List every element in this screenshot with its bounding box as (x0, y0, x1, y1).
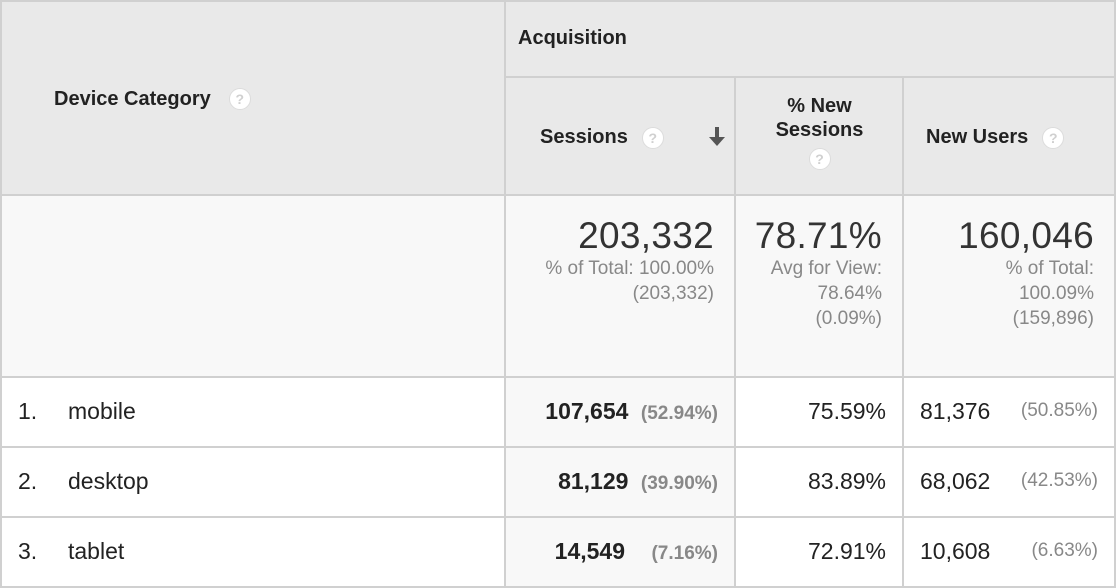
divider (0, 586, 1116, 588)
sessions-percent: (39.90%) (640, 473, 718, 494)
pct-new-sessions-value: 83.89% (807, 468, 886, 494)
pct-new-sessions-label-line2: Sessions (775, 119, 864, 141)
pct-new-sessions-value: 75.59% (807, 398, 886, 424)
device-category-header[interactable]: Device Category ? (54, 84, 251, 114)
pct-new-sessions-total-line2: 78.64% (817, 283, 882, 304)
totals-row (0, 195, 1116, 377)
divider (734, 76, 736, 588)
sessions-header[interactable]: Sessions ? (506, 78, 735, 195)
new-users-value: 10,608 (920, 538, 991, 564)
sessions-value: 14,549 (554, 538, 626, 564)
device-link[interactable]: desktop (68, 468, 149, 494)
divider (506, 76, 1116, 78)
pct-new-sessions-total-line3: (0.09%) (815, 308, 882, 329)
sessions-label: Sessions (540, 126, 628, 148)
sessions-total-value: 203,332 (578, 215, 714, 256)
sessions-cell: 107,654 (52.94%) (506, 398, 718, 425)
divider (0, 376, 1116, 378)
table-row: 1. mobile 107,654 (52.94%) 75.59% 81,376… (0, 378, 1116, 446)
device-link[interactable]: mobile (68, 398, 136, 424)
new-users-label: New Users (926, 126, 1029, 148)
new-users-value: 68,062 (920, 468, 991, 494)
pct-new-sessions-total-line1: Avg for View: (770, 258, 882, 279)
sessions-column-shade (506, 377, 735, 588)
sessions-percent: (7.16%) (651, 543, 718, 564)
new-users-percent: (6.63%) (1031, 540, 1098, 561)
divider (0, 0, 2, 588)
help-icon[interactable]: ? (808, 148, 831, 170)
divider (504, 0, 506, 588)
row-index: 3. (18, 538, 38, 564)
sessions-total-line2: (203,332) (632, 283, 714, 304)
new-users-total-line3: (159,896) (1012, 308, 1094, 329)
divider (902, 76, 904, 588)
new-users-total: 160,046 % of Total: 100.09% (159,896) (904, 216, 1094, 331)
help-icon[interactable]: ? (228, 88, 251, 110)
device-category-label: Device Category (54, 87, 211, 110)
new-users-total-line2: 100.09% (1018, 283, 1094, 304)
pct-new-sessions-value: 72.91% (807, 538, 886, 564)
row-index: 1. (18, 398, 38, 424)
divider (0, 0, 1116, 2)
sessions-total-line1: % of Total: 100.00% (545, 258, 714, 279)
sessions-value: 81,129 (558, 468, 629, 494)
pct-new-sessions-label-line1: % New (787, 95, 852, 117)
divider (1114, 0, 1116, 588)
sessions-total: 203,332 % of Total: 100.00% (203,332) (506, 216, 714, 306)
table-row: 2. desktop 81,129 (39.90%) 83.89% 68,062… (0, 448, 1116, 516)
sessions-value: 107,654 (545, 398, 629, 424)
sessions-cell: 81,129 (39.90%) (506, 468, 718, 495)
device-link[interactable]: tablet (68, 538, 125, 564)
sessions-cell: 14,549 (7.16%) (506, 538, 718, 565)
help-icon[interactable]: ? (641, 126, 664, 149)
divider (0, 516, 1116, 518)
new-users-value: 81,376 (920, 398, 991, 424)
row-index: 2. (18, 468, 38, 494)
divider (0, 194, 1116, 196)
acquisition-group-header: Acquisition (518, 27, 627, 49)
new-users-header[interactable]: New Users ? (904, 78, 1116, 195)
sessions-percent: (52.94%) (640, 403, 718, 424)
table-header (0, 0, 1116, 195)
new-users-percent: (42.53%) (1020, 470, 1098, 491)
pct-new-sessions-header[interactable]: % New Sessions ? (736, 78, 903, 195)
divider (0, 446, 1116, 448)
new-users-total-line1: % of Total: (1005, 258, 1094, 279)
pct-new-sessions-total: 78.71% Avg for View: 78.64% (0.09%) (736, 216, 882, 331)
pct-new-sessions-total-value: 78.71% (754, 215, 882, 256)
new-users-percent: (50.85%) (1020, 400, 1098, 421)
new-users-total-value: 160,046 (958, 215, 1094, 256)
sort-descending-icon[interactable] (706, 124, 728, 150)
table-row: 3. tablet 14,549 (7.16%) 72.91% 10,608 (… (0, 518, 1116, 586)
help-icon[interactable]: ? (1042, 126, 1065, 149)
